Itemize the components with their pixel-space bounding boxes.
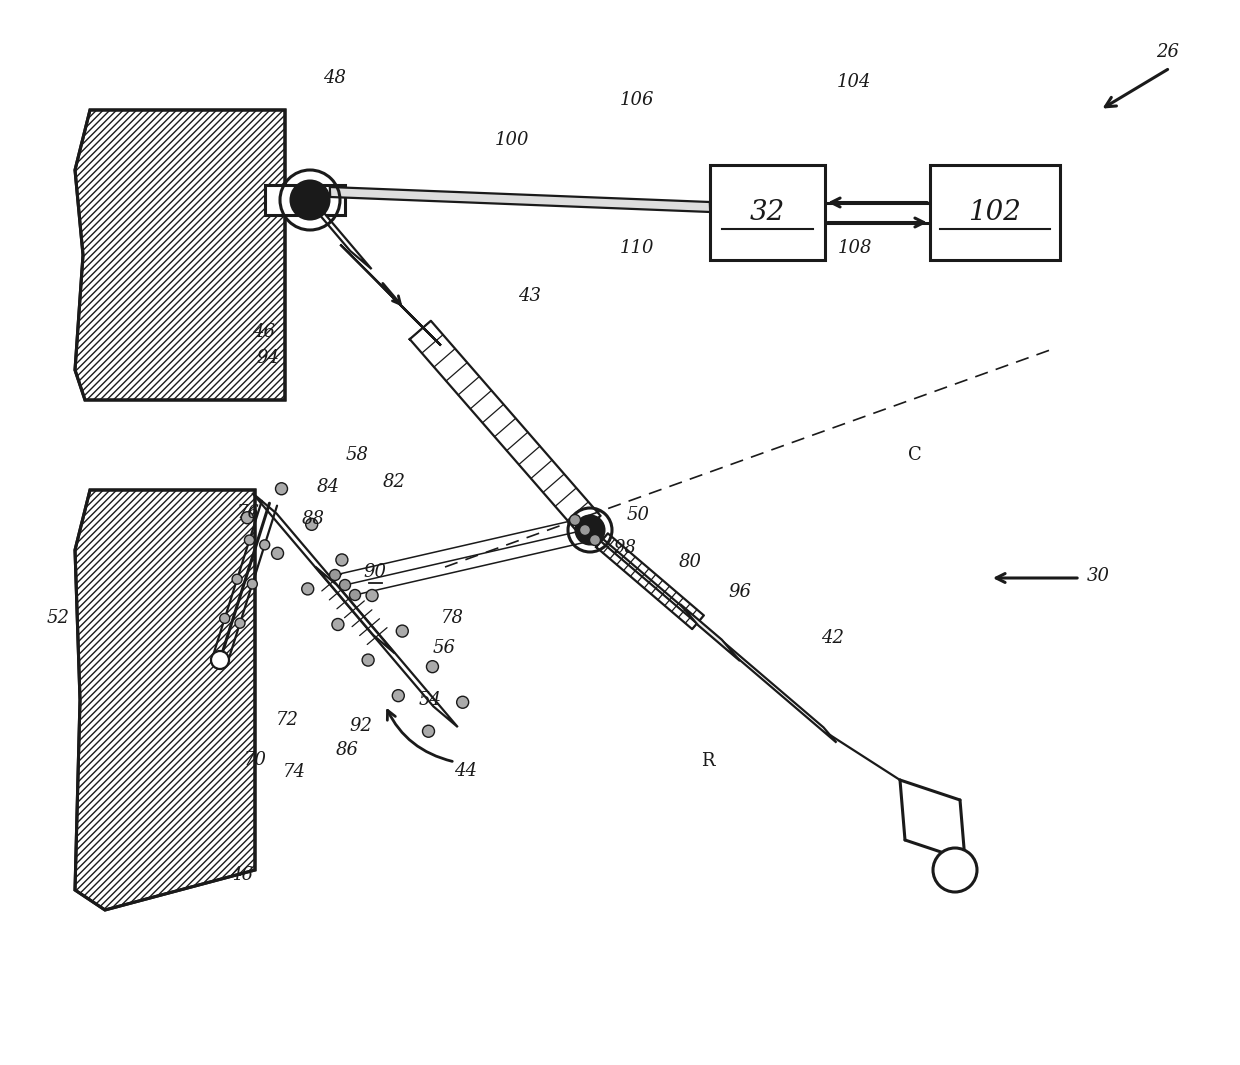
Bar: [265, 185, 345, 215]
Text: 94: 94: [257, 349, 279, 367]
Circle shape: [332, 619, 343, 630]
Polygon shape: [299, 191, 372, 269]
Circle shape: [397, 625, 408, 637]
Circle shape: [275, 482, 288, 495]
Circle shape: [362, 654, 374, 666]
Circle shape: [247, 579, 258, 589]
Text: 44: 44: [455, 761, 477, 780]
Text: 82: 82: [382, 473, 405, 491]
Circle shape: [244, 535, 254, 545]
Text: 32: 32: [750, 199, 785, 226]
Text: 106: 106: [620, 91, 655, 109]
Circle shape: [423, 725, 434, 737]
Circle shape: [569, 514, 580, 525]
Text: 86: 86: [336, 741, 358, 759]
Polygon shape: [74, 490, 255, 910]
Text: 76: 76: [237, 504, 259, 522]
Text: 56: 56: [433, 639, 455, 657]
Circle shape: [456, 697, 469, 708]
Text: 42: 42: [821, 629, 844, 648]
Text: 88: 88: [301, 510, 325, 528]
Polygon shape: [680, 604, 740, 661]
Bar: [711, 165, 825, 260]
Text: 80: 80: [678, 553, 702, 571]
Circle shape: [306, 519, 317, 530]
Text: 48: 48: [324, 69, 346, 87]
Text: C: C: [908, 446, 921, 464]
Text: 26: 26: [1157, 43, 1179, 61]
Circle shape: [242, 512, 253, 524]
Text: 104: 104: [837, 73, 872, 91]
Text: 74: 74: [283, 763, 305, 781]
Text: 84: 84: [316, 478, 340, 496]
Text: 78: 78: [440, 609, 464, 627]
Text: 54: 54: [419, 691, 441, 709]
Circle shape: [330, 570, 341, 580]
Bar: [930, 165, 1060, 260]
Text: 52: 52: [47, 609, 69, 627]
Text: 30: 30: [1086, 567, 1110, 585]
Text: 46: 46: [231, 866, 253, 884]
Text: R: R: [702, 752, 714, 770]
Text: 96: 96: [729, 583, 751, 601]
Text: 50: 50: [626, 506, 650, 524]
Circle shape: [232, 574, 242, 585]
Circle shape: [577, 517, 604, 544]
Text: 70: 70: [243, 751, 267, 769]
Text: 90: 90: [363, 563, 387, 581]
Circle shape: [427, 660, 439, 673]
Circle shape: [236, 618, 246, 628]
Polygon shape: [74, 110, 285, 400]
Circle shape: [579, 524, 590, 536]
Circle shape: [272, 547, 284, 559]
Circle shape: [336, 554, 348, 566]
Polygon shape: [252, 493, 458, 727]
Polygon shape: [584, 523, 837, 742]
Circle shape: [219, 613, 229, 623]
Circle shape: [932, 848, 977, 892]
Circle shape: [259, 540, 269, 550]
Text: 108: 108: [838, 239, 872, 257]
Circle shape: [350, 590, 361, 601]
Text: 46: 46: [253, 323, 275, 341]
Polygon shape: [315, 567, 394, 653]
Polygon shape: [340, 245, 441, 345]
Text: 98: 98: [614, 539, 636, 557]
Text: 92: 92: [350, 717, 372, 735]
Polygon shape: [330, 187, 711, 212]
Text: 102: 102: [968, 199, 1022, 226]
Circle shape: [392, 690, 404, 702]
Text: 110: 110: [620, 239, 655, 257]
Text: 72: 72: [275, 711, 299, 730]
Circle shape: [340, 579, 351, 590]
Text: 58: 58: [346, 446, 368, 464]
Circle shape: [211, 651, 229, 669]
Text: 43: 43: [518, 286, 542, 305]
Circle shape: [291, 181, 329, 219]
Circle shape: [589, 535, 600, 545]
Text: 100: 100: [495, 131, 529, 149]
Circle shape: [301, 583, 314, 595]
Circle shape: [366, 590, 378, 602]
